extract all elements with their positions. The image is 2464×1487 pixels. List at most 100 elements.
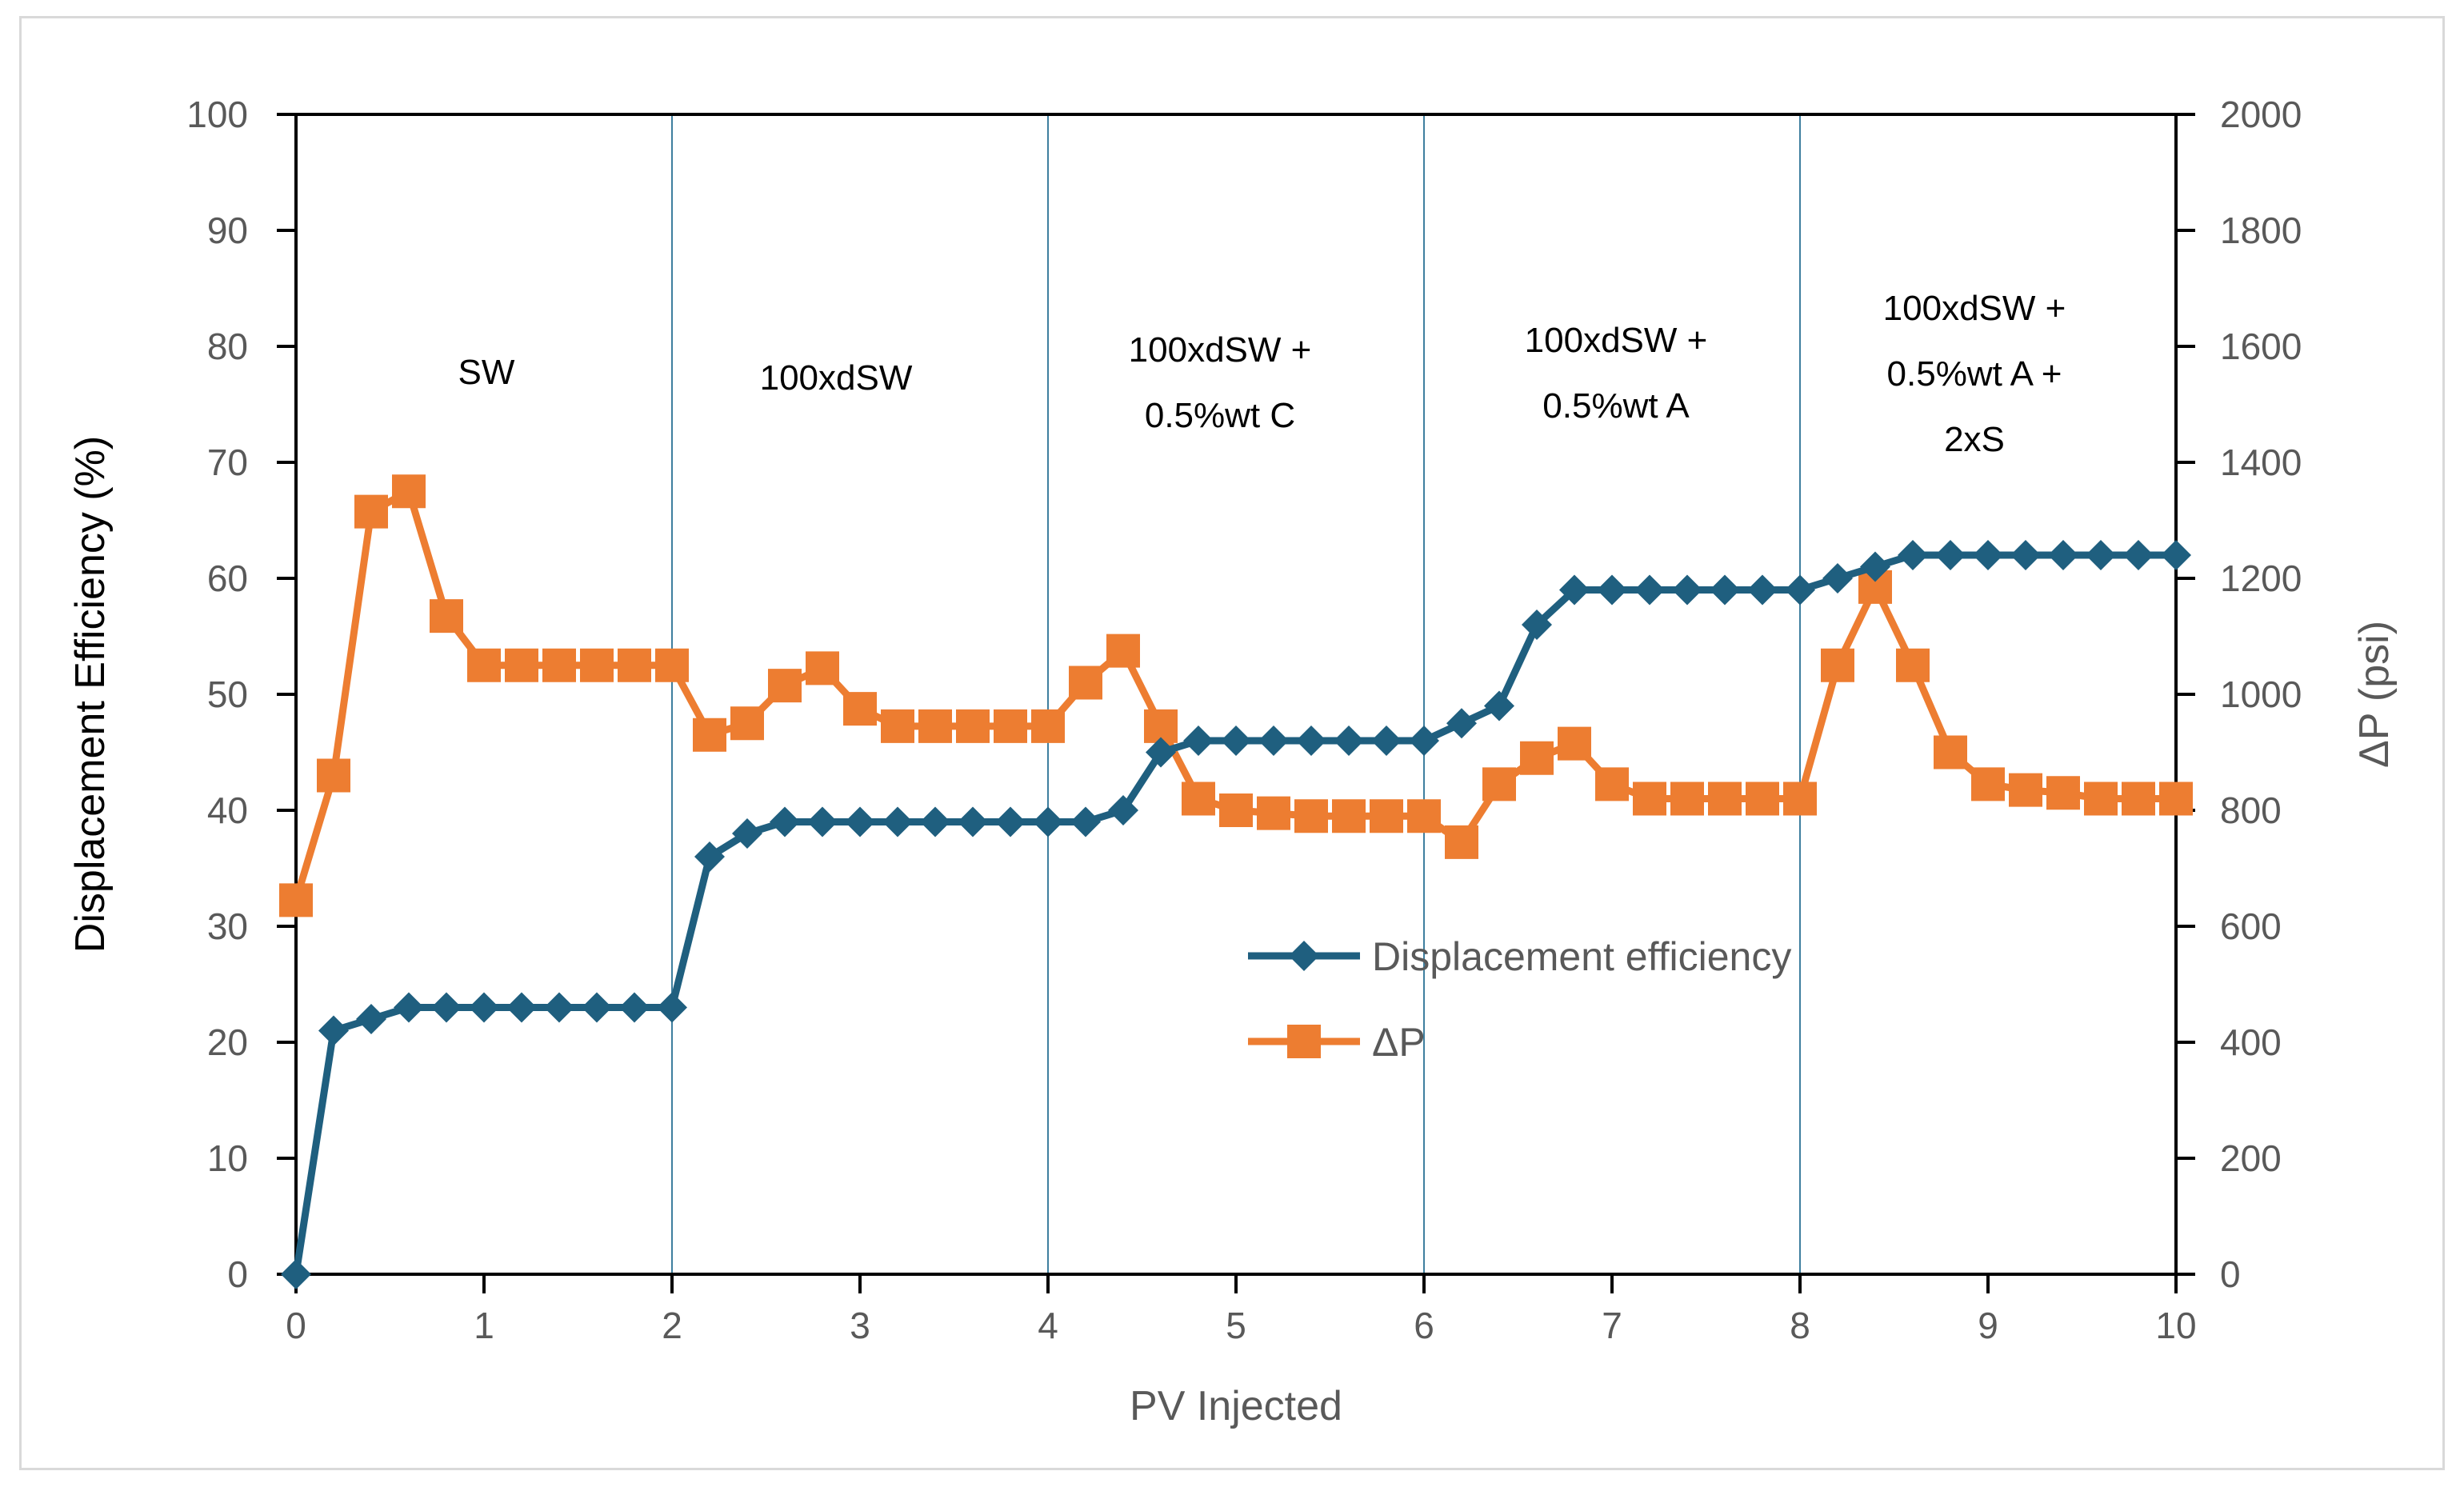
- data-point: [1597, 574, 1627, 606]
- data-point: [1482, 767, 1516, 801]
- data-point: [2046, 776, 2080, 810]
- data-point: [2009, 773, 2042, 807]
- data-point: [1484, 690, 1514, 722]
- data-point: [1258, 726, 1289, 756]
- data-point: [1634, 574, 1665, 606]
- data-point: [2048, 540, 2078, 570]
- data-point: [1146, 737, 1176, 768]
- data-point: [807, 806, 838, 837]
- data-point: [1633, 781, 1666, 816]
- data-point: [1672, 574, 1702, 606]
- data-point: [1822, 563, 1853, 594]
- data-point: [1934, 735, 1967, 769]
- stage-boundaries: [671, 114, 1801, 1274]
- data-point: [542, 648, 576, 682]
- data-point: [1108, 795, 1138, 825]
- right-tick-label: 800: [2220, 789, 2282, 831]
- data-point: [806, 651, 839, 686]
- legend-label-displacement-efficiency: Displacement efficiency: [1372, 934, 1791, 979]
- x-tick-label: 0: [286, 1305, 306, 1346]
- data-point: [1332, 799, 1366, 833]
- data-point: [1522, 610, 1552, 640]
- data-point: [1294, 799, 1328, 833]
- data-point: [1370, 799, 1403, 833]
- data-point: [318, 1015, 349, 1046]
- stage-label-1: SW: [458, 353, 515, 392]
- data-point: [1821, 648, 1854, 682]
- data-point: [1710, 574, 1740, 606]
- data-point: [693, 718, 726, 752]
- data-point: [1371, 726, 1402, 756]
- data-point: [1520, 741, 1554, 775]
- left-tick-label: 60: [207, 558, 248, 599]
- stage-label-4: 0.5%wt A: [1542, 386, 1690, 426]
- data-point: [1935, 540, 1966, 570]
- data-point: [958, 806, 988, 837]
- left-axis: 0 10 20 30 40 50 60 70 80 90 100: [186, 94, 296, 1295]
- series-layer: [279, 474, 2193, 1289]
- data-point: [356, 1004, 386, 1034]
- right-tick-label: 1600: [2220, 326, 2302, 367]
- x-tick-label: 9: [1978, 1305, 1998, 1346]
- x-tick-label: 3: [850, 1305, 870, 1346]
- x-tick-label: 2: [662, 1305, 682, 1346]
- data-point: [392, 474, 426, 509]
- data-point: [1445, 825, 1478, 859]
- data-point: [2161, 540, 2191, 570]
- data-point: [354, 494, 388, 529]
- left-tick-label: 30: [207, 905, 248, 947]
- data-point: [655, 648, 689, 682]
- data-point: [394, 992, 424, 1023]
- left-tick-label: 100: [186, 94, 248, 135]
- data-point: [469, 992, 499, 1023]
- data-point: [768, 669, 802, 703]
- legend-marker-delta-p: [1287, 1025, 1321, 1058]
- data-point: [1070, 806, 1101, 837]
- x-axis-title: PV Injected: [1130, 1383, 1342, 1429]
- data-point: [657, 992, 687, 1023]
- data-point: [1031, 709, 1065, 743]
- data-point: [1559, 574, 1590, 606]
- stage-label-5: 2xS: [1944, 420, 2005, 459]
- right-tick-label: 0: [2220, 1253, 2241, 1295]
- stage-label-4: 100xdSW +: [1525, 321, 1708, 360]
- stage-labels: SW 100xdSW 100xdSW + 0.5%wt C 100xdSW + 0.5%w…: [458, 289, 2066, 459]
- data-point: [1783, 781, 1817, 816]
- y2-axis-title: ΔP (psi): [2351, 621, 2398, 768]
- x-tick-label: 6: [1414, 1305, 1434, 1346]
- right-axis: 0 200 400 600 800 1000 1200 1400 1600 1800 2000: [2176, 94, 2302, 1295]
- right-tick-label: 1400: [2220, 442, 2302, 483]
- data-point: [1407, 799, 1441, 833]
- data-point: [1973, 540, 2003, 570]
- data-point: [1446, 708, 1477, 739]
- data-point: [882, 806, 913, 837]
- data-point: [1558, 726, 1591, 761]
- x-tick-label: 8: [1790, 1305, 1810, 1346]
- data-point: [994, 709, 1027, 743]
- left-tick-label: 0: [227, 1253, 248, 1295]
- left-tick-label: 90: [207, 210, 248, 251]
- data-point: [1183, 726, 1214, 756]
- data-point: [2123, 540, 2154, 570]
- data-point: [995, 806, 1026, 837]
- data-point: [1409, 726, 1439, 756]
- right-tick-label: 600: [2220, 905, 2282, 947]
- y-axis-title: Displacement Efficiency (%): [67, 436, 114, 953]
- data-point: [1257, 796, 1290, 830]
- right-tick-label: 2000: [2220, 94, 2302, 135]
- data-point: [1069, 666, 1102, 700]
- data-point: [881, 709, 914, 743]
- data-point: [1785, 574, 1815, 606]
- legend-marker-displacement-efficiency: [1289, 941, 1319, 971]
- data-point: [1033, 806, 1063, 837]
- data-point: [281, 1259, 311, 1289]
- data-point: [732, 818, 762, 849]
- right-tick-label: 400: [2220, 1021, 2282, 1063]
- data-point: [2159, 781, 2193, 816]
- data-point: [467, 648, 501, 682]
- data-point: [843, 692, 877, 726]
- data-point: [1896, 648, 1930, 682]
- data-point: [920, 806, 950, 837]
- data-point: [1106, 634, 1140, 668]
- data-point: [618, 648, 651, 682]
